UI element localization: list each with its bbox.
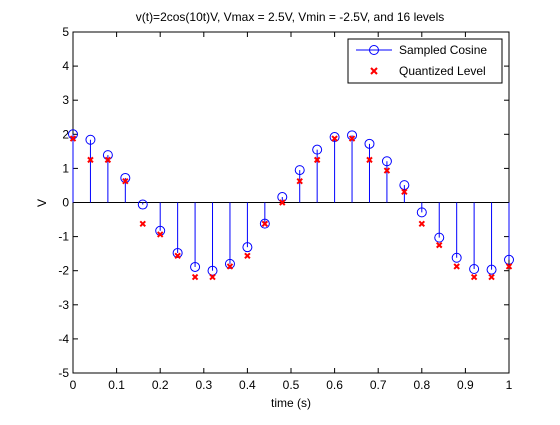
quantized-point <box>87 156 94 164</box>
quantized-point <box>470 273 478 281</box>
x-tick-label: 0.5 <box>283 378 300 392</box>
sampled-point <box>190 261 201 272</box>
y-tick-label: -1 <box>58 230 69 244</box>
y-tick-label: 0 <box>62 196 69 210</box>
legend-box <box>347 38 503 84</box>
quantized-point <box>279 199 286 206</box>
y-tick-label: 5 <box>62 25 69 39</box>
x-tick-label: 0.6 <box>326 378 343 392</box>
quantized-point <box>174 252 181 259</box>
legend-label-sampled: Sampled Cosine <box>399 43 487 57</box>
x-tick-label: 0.2 <box>152 378 169 392</box>
quantized-point <box>348 135 356 142</box>
legend-marker-quantized <box>370 67 378 75</box>
quantized-point <box>488 273 495 281</box>
quantized-point <box>505 263 513 270</box>
legend-marker-sampled <box>369 45 379 55</box>
y-axis-label: V <box>35 199 49 207</box>
x-tick-label: 0.7 <box>370 378 387 392</box>
quantized-point <box>418 220 426 228</box>
sampled-point <box>224 258 235 269</box>
quantized-point <box>122 177 129 185</box>
y-tick-label: 4 <box>62 59 69 73</box>
sampled-point <box>259 218 270 229</box>
quantized-point <box>383 167 391 174</box>
quantized-point <box>104 156 112 164</box>
sampled-point <box>85 134 96 145</box>
x-axis-label: time (s) <box>271 396 311 410</box>
sampled-point <box>294 165 305 176</box>
sampled-point <box>207 265 218 276</box>
sampled-point <box>486 264 497 275</box>
y-tick-label: -4 <box>58 332 69 346</box>
chart-title: v(t)=2cos(10t)V, Vmax = 2.5V, Vmin = -2.… <box>136 10 445 24</box>
sampled-point <box>364 138 375 149</box>
quantized-point <box>226 263 234 270</box>
sampled-point <box>416 207 427 218</box>
y-tick-label: 1 <box>62 161 69 175</box>
sampled-point <box>172 247 183 258</box>
sampled-point <box>399 180 410 191</box>
quantized-point <box>366 156 373 164</box>
sampled-point <box>451 252 462 263</box>
y-tick-label: -5 <box>58 366 69 380</box>
y-tick-label: 3 <box>62 93 69 107</box>
sampled-point <box>329 132 340 143</box>
y-tick-label: 2 <box>62 127 69 141</box>
sampled-point <box>504 254 514 265</box>
x-tick-label: 0.4 <box>239 378 256 392</box>
y-tick-label: -2 <box>58 264 69 278</box>
quantized-point <box>331 135 338 142</box>
quantized-point <box>139 220 146 228</box>
x-tick-label: 0.1 <box>108 378 125 392</box>
x-tick-label: 1 <box>506 378 513 392</box>
sampled-point <box>381 156 392 167</box>
x-tick-label: 0 <box>70 378 77 392</box>
quantized-point <box>244 252 251 259</box>
sampled-point <box>434 232 445 243</box>
x-tick-label: 0.3 <box>195 378 212 392</box>
quantized-point <box>191 273 199 281</box>
quantized-point <box>261 220 269 228</box>
legend: Sampled Cosine Quantized Level <box>347 38 503 84</box>
tick-labels: 0 0.1 0.2 0.3 0.4 0.5 0.6 0.7 0.8 0.9 1 5 4 3 2 1 0 -1 -2 -… <box>58 25 512 392</box>
quantized-point <box>156 231 164 238</box>
legend-label-quantized: Quantized Level <box>399 64 486 78</box>
x-tick-label: 0.9 <box>457 378 474 392</box>
sampled-point <box>137 199 148 210</box>
x-tick-label: 0.8 <box>413 378 430 392</box>
sampled-point <box>469 263 480 274</box>
sampled-point <box>242 242 253 253</box>
quantized-point <box>436 241 443 249</box>
quantized-level-series <box>69 135 513 281</box>
quantized-point <box>296 177 303 185</box>
quantized-point <box>313 156 321 164</box>
sampled-cosine-series <box>68 129 514 276</box>
quantized-point <box>401 188 408 196</box>
quantized-point <box>209 273 216 281</box>
quantized-point <box>453 263 460 270</box>
y-tick-label: -3 <box>58 298 69 312</box>
quantized-point <box>69 135 77 142</box>
sampled-point <box>312 144 323 155</box>
